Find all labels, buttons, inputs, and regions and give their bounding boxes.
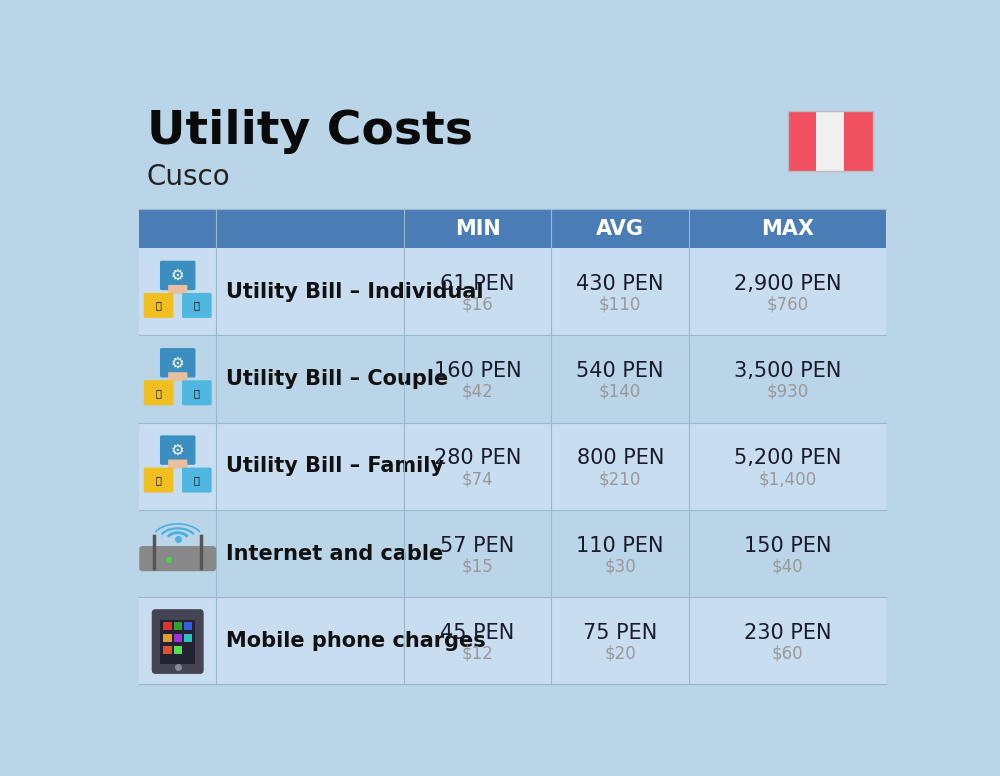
- Text: Utility Costs: Utility Costs: [147, 109, 473, 154]
- Text: 🔌: 🔌: [156, 475, 161, 485]
- Text: $20: $20: [604, 645, 636, 663]
- Bar: [139, 598, 886, 684]
- Text: $1,400: $1,400: [759, 470, 817, 488]
- Text: Mobile phone charges: Mobile phone charges: [226, 631, 486, 651]
- Bar: [184, 622, 192, 630]
- Circle shape: [167, 558, 171, 563]
- Text: $42: $42: [462, 383, 494, 401]
- Text: 150 PEN: 150 PEN: [744, 535, 831, 556]
- Text: Utility Bill – Couple: Utility Bill – Couple: [226, 369, 448, 389]
- Text: 280 PEN: 280 PEN: [434, 449, 521, 469]
- Bar: [139, 248, 886, 335]
- Text: 540 PEN: 540 PEN: [576, 361, 664, 381]
- Bar: [788, 111, 816, 171]
- Text: MIN: MIN: [455, 219, 501, 239]
- Text: $210: $210: [599, 470, 641, 488]
- FancyBboxPatch shape: [144, 468, 173, 493]
- FancyBboxPatch shape: [160, 435, 195, 465]
- Text: Internet and cable: Internet and cable: [226, 543, 443, 563]
- Text: 5,200 PEN: 5,200 PEN: [734, 449, 841, 469]
- FancyBboxPatch shape: [168, 459, 187, 469]
- Bar: [163, 646, 172, 653]
- Text: $15: $15: [462, 558, 494, 576]
- Text: Utility Bill – Family: Utility Bill – Family: [226, 456, 444, 476]
- Text: ⚙: ⚙: [171, 355, 185, 370]
- Text: $30: $30: [604, 558, 636, 576]
- Bar: [163, 634, 172, 642]
- Text: 3,500 PEN: 3,500 PEN: [734, 361, 841, 381]
- Text: AVG: AVG: [596, 219, 644, 239]
- FancyBboxPatch shape: [168, 285, 187, 294]
- Text: 🚿: 🚿: [194, 475, 200, 485]
- FancyBboxPatch shape: [139, 546, 216, 571]
- FancyBboxPatch shape: [182, 380, 212, 405]
- Bar: [139, 335, 886, 422]
- Text: 230 PEN: 230 PEN: [744, 623, 831, 643]
- Text: 430 PEN: 430 PEN: [576, 274, 664, 294]
- Bar: [174, 634, 182, 642]
- Bar: [844, 111, 873, 171]
- Text: $930: $930: [767, 383, 809, 401]
- Text: $760: $760: [767, 296, 809, 314]
- Text: $16: $16: [462, 296, 494, 314]
- Text: 57 PEN: 57 PEN: [440, 535, 515, 556]
- Bar: [160, 620, 195, 664]
- FancyBboxPatch shape: [144, 380, 173, 405]
- Text: 110 PEN: 110 PEN: [576, 535, 664, 556]
- Text: $12: $12: [462, 645, 494, 663]
- Bar: [139, 510, 886, 598]
- FancyBboxPatch shape: [144, 293, 173, 318]
- FancyBboxPatch shape: [182, 468, 212, 493]
- Bar: [139, 422, 886, 510]
- Text: Cusco: Cusco: [147, 163, 230, 191]
- FancyBboxPatch shape: [182, 293, 212, 318]
- Bar: [184, 634, 192, 642]
- Text: 🚿: 🚿: [194, 388, 200, 398]
- Text: 800 PEN: 800 PEN: [577, 449, 664, 469]
- FancyBboxPatch shape: [160, 261, 195, 290]
- Bar: [174, 646, 182, 653]
- Text: 🚿: 🚿: [194, 300, 200, 310]
- Text: 61 PEN: 61 PEN: [440, 274, 515, 294]
- Text: $74: $74: [462, 470, 493, 488]
- Text: MAX: MAX: [761, 219, 814, 239]
- Text: 45 PEN: 45 PEN: [440, 623, 515, 643]
- Bar: [174, 622, 182, 630]
- Text: $140: $140: [599, 383, 641, 401]
- Text: ⚙: ⚙: [171, 442, 185, 458]
- Text: 🔌: 🔌: [156, 388, 161, 398]
- Text: 160 PEN: 160 PEN: [434, 361, 521, 381]
- Text: $110: $110: [599, 296, 641, 314]
- Text: ⚙: ⚙: [171, 268, 185, 283]
- Text: 🔌: 🔌: [156, 300, 161, 310]
- Bar: [139, 210, 886, 248]
- Bar: [788, 111, 873, 171]
- FancyBboxPatch shape: [168, 372, 187, 381]
- FancyBboxPatch shape: [152, 609, 204, 674]
- Text: $60: $60: [772, 645, 803, 663]
- Text: Utility Bill – Individual: Utility Bill – Individual: [226, 282, 483, 302]
- Text: $40: $40: [772, 558, 803, 576]
- FancyBboxPatch shape: [160, 348, 195, 377]
- Bar: [816, 111, 844, 171]
- Text: 75 PEN: 75 PEN: [583, 623, 657, 643]
- Bar: [163, 622, 172, 630]
- Text: 2,900 PEN: 2,900 PEN: [734, 274, 841, 294]
